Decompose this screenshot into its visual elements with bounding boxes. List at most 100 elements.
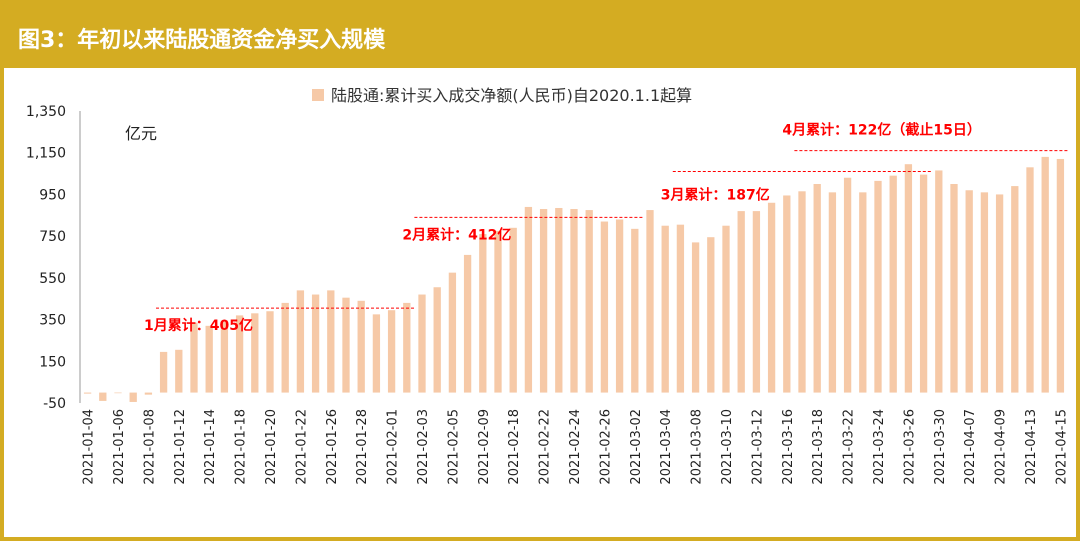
legend-label: 陆股通:累计买入成交净额(人民币)自2020.1.1起算 [331, 86, 692, 105]
bar [889, 175, 897, 393]
x-tick-label: 2021-02-26 [598, 409, 613, 485]
bar [387, 310, 396, 393]
x-tick-label: 2021-02-24 [568, 409, 583, 485]
bar [494, 230, 502, 393]
bar [311, 294, 320, 393]
bar [235, 315, 244, 393]
bar [935, 170, 943, 393]
bar [631, 228, 639, 393]
bar [463, 254, 472, 393]
x-tick-label: 2021-02-09 [477, 409, 492, 485]
y-tick-label: 550 [39, 271, 66, 287]
x-tick-label: 2021-01-04 [82, 409, 97, 485]
bar [752, 211, 761, 393]
bar [509, 227, 517, 393]
x-tick-label: 2021-02-18 [507, 409, 522, 485]
bar [980, 192, 989, 393]
bar [418, 294, 426, 393]
x-tick-label: 2021-04-13 [1024, 409, 1039, 485]
bar [403, 302, 411, 393]
bar [357, 300, 365, 393]
bar [1011, 186, 1019, 393]
bar [767, 202, 776, 393]
bar [919, 174, 928, 393]
bar [251, 313, 259, 393]
bar [342, 297, 350, 393]
x-tick-label: 2021-01-20 [264, 409, 279, 485]
annotation-label: 3月累计：187亿 [661, 186, 770, 203]
bar [570, 209, 578, 393]
bar [220, 320, 229, 393]
x-tick-label: 2021-04-07 [963, 409, 978, 485]
bar [83, 392, 92, 394]
bar [175, 349, 183, 393]
bar [448, 272, 457, 393]
bar [995, 194, 1004, 393]
x-tick-label: 2021-03-22 [842, 409, 857, 485]
x-tick-label: 2021-01-08 [142, 409, 157, 485]
bar [874, 180, 882, 393]
x-tick-label: 2021-03-30 [933, 409, 948, 485]
x-tick-label: 2021-02-03 [416, 409, 431, 485]
bar [266, 311, 274, 393]
bar [965, 190, 973, 393]
bar [676, 224, 685, 393]
x-tick-label: 2021-03-02 [629, 409, 644, 485]
x-tick-label: 2021-02-05 [446, 409, 461, 485]
bar [904, 164, 913, 393]
bar [1041, 156, 1049, 393]
bar [950, 184, 958, 393]
bar [722, 225, 730, 393]
bar [205, 325, 213, 393]
y-tick-label: -50 [43, 396, 66, 412]
bar [144, 392, 153, 395]
x-tick-label: 2021-03-26 [902, 409, 917, 485]
bar [114, 392, 122, 394]
x-tick-label: 2021-03-08 [690, 409, 705, 485]
x-tick-label: 2021-03-12 [750, 409, 765, 485]
x-tick-label: 2021-01-22 [294, 409, 309, 485]
bar [813, 184, 821, 393]
title-bar: 图3：年初以来陆股通资金净买入规模 [4, 4, 1080, 68]
bar [524, 206, 533, 393]
annotation-label: 1月累计：405亿 [144, 317, 253, 334]
bar [585, 210, 593, 393]
bar [691, 242, 700, 393]
bar [479, 234, 487, 393]
bar [646, 210, 654, 393]
unit-label: 亿元 [125, 124, 157, 143]
x-tick-label: 2021-03-04 [659, 409, 674, 485]
bar [539, 209, 548, 393]
y-axis: -50 150 350 550 750 950 1,150 1,350 [26, 104, 66, 412]
bar [1056, 158, 1065, 393]
y-tick-label: 1,350 [26, 104, 66, 120]
x-tick-label: 2021-01-18 [234, 409, 249, 485]
x-tick-label: 2021-01-28 [355, 409, 370, 485]
x-tick-label: 2021-01-26 [325, 409, 340, 485]
bar [615, 219, 624, 393]
annotation-label: 2月累计：412亿 [402, 226, 511, 243]
y-tick-label: 150 [39, 354, 66, 370]
annotation-label: 4月累计：122亿（截止15日） [782, 122, 980, 139]
y-tick-label: 750 [39, 229, 66, 245]
x-tick-label: 2021-01-14 [203, 409, 218, 485]
bar [661, 225, 669, 393]
page-title: 图3：年初以来陆股通资金净买入规模 [18, 28, 386, 53]
bar [798, 191, 806, 393]
legend: 陆股通:累计买入成交净额(人民币)自2020.1.1起算 [312, 86, 692, 105]
bars [83, 156, 1065, 402]
x-tick-label: 2021-01-12 [173, 409, 188, 485]
legend-swatch [312, 89, 324, 101]
annotations: 1月累计：405亿 2月累计：412亿 3月累计：187亿 4月累计：122亿（截止1… [144, 122, 1068, 334]
x-tick-label: 2021-03-16 [781, 409, 796, 485]
x-axis: 2021-01-04 2021-01-06 2021-01-08 2021-01-12… [82, 409, 1070, 485]
bar [843, 177, 852, 393]
x-tick-label: 2021-03-18 [811, 409, 826, 485]
x-tick-label: 2021-04-09 [994, 409, 1009, 485]
bar [281, 302, 289, 393]
y-tick-label: 950 [39, 187, 66, 203]
x-tick-label: 2021-03-24 [872, 409, 887, 485]
bar [190, 322, 198, 393]
x-tick-label: 2021-04-15 [1054, 409, 1069, 485]
bar [707, 237, 715, 393]
